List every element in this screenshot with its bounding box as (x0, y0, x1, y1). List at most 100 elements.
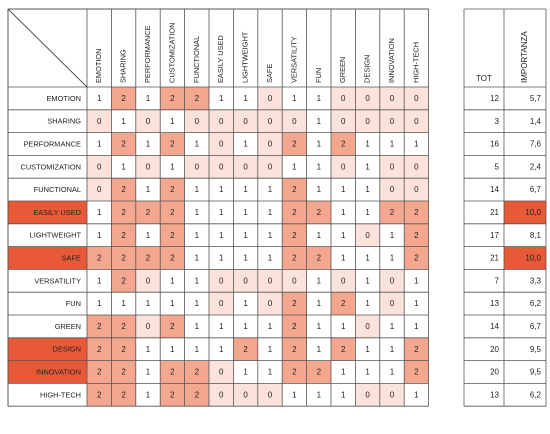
matrix-cell (404, 87, 429, 110)
matrix-value: 1 (390, 322, 395, 331)
matrix-cell (209, 383, 234, 407)
matrix-cell (209, 337, 234, 361)
matrix-value: 0 (292, 117, 297, 126)
matrix-value: 2 (97, 368, 102, 377)
matrix-cell (257, 201, 283, 224)
matrix-cell (160, 109, 185, 133)
matrix-cell (233, 246, 258, 270)
matrix-cell (87, 269, 112, 293)
matrix-cell (282, 223, 307, 247)
column-header-label: FUN (314, 68, 323, 83)
matrix-value: 1 (195, 322, 200, 331)
tot-value: 12 (490, 94, 499, 103)
matrix-value: 1 (219, 231, 224, 240)
matrix-value: 0 (219, 162, 224, 171)
matrix-value: 0 (365, 322, 370, 331)
matrix-cell (111, 178, 136, 201)
matrix-cell (111, 246, 136, 270)
matrix-cell (160, 269, 185, 293)
matrix-cell (184, 269, 209, 293)
matrix-cell (209, 132, 234, 156)
corner-diagonal (7, 8, 88, 88)
matrix-value: 1 (365, 208, 370, 217)
matrix-cell (404, 223, 429, 247)
matrix-cell (111, 132, 136, 156)
tot-value: 13 (490, 390, 499, 399)
matrix-value: 1 (195, 254, 200, 263)
column-header-label: CUSTOMIZATION (167, 23, 176, 84)
matrix-value: 0 (268, 94, 273, 103)
matrix-value: 1 (219, 254, 224, 263)
matrix-value: 0 (243, 276, 248, 285)
matrix-cell (209, 269, 234, 293)
matrix-cell (111, 201, 136, 224)
matrix-value: 0 (414, 162, 419, 171)
matrix-value: 0 (292, 276, 297, 285)
matrix-value: 2 (121, 208, 126, 217)
matrix-cell (379, 337, 405, 361)
row-label-highlight (8, 360, 87, 384)
matrix-value: 1 (341, 390, 346, 399)
matrix-value: 2 (292, 368, 297, 377)
matrix-value: 1 (195, 140, 200, 149)
matrix-cell (233, 383, 258, 407)
matrix-cell (355, 109, 380, 133)
matrix-cell (233, 201, 258, 224)
matrix-cell (355, 337, 380, 361)
matrix-cell (184, 246, 209, 270)
matrix-value: 1 (195, 208, 200, 217)
matrix-cell (331, 269, 356, 293)
matrix-value: 2 (121, 140, 126, 149)
matrix-value: 2 (170, 185, 175, 194)
matrix-value: 1 (170, 345, 175, 354)
matrix-cell (209, 360, 234, 384)
matrix-value: 2 (292, 185, 297, 194)
matrix-cell (184, 383, 209, 407)
matrix-value: 2 (170, 322, 175, 331)
matrix-cell (306, 223, 331, 247)
matrix-cell (209, 178, 234, 201)
matrix-cell (233, 178, 258, 201)
matrix-cell (184, 155, 209, 179)
matrix-cell (87, 337, 112, 361)
matrix-value: 1 (268, 368, 273, 377)
matrix-cell (404, 292, 429, 315)
matrix-value: 0 (365, 390, 370, 399)
matrix-cell (404, 360, 429, 384)
matrix-value: 0 (268, 299, 273, 308)
matrix-cell (355, 201, 380, 224)
matrix-cell (257, 292, 283, 315)
tot-value: 13 (490, 299, 499, 308)
matrix-value: 1 (146, 140, 151, 149)
matrix-value: 0 (365, 231, 370, 240)
matrix-cell (282, 201, 307, 224)
matrix-cell (87, 87, 112, 110)
matrix-value: 1 (292, 390, 297, 399)
matrix-cell (160, 246, 185, 270)
matrix-value: 0 (390, 162, 395, 171)
column-header-label: FUNCTIONAL (192, 36, 201, 83)
matrix-value: 2 (121, 322, 126, 331)
tot-value: 16 (490, 140, 499, 149)
matrix-cell (111, 223, 136, 247)
matrix-cell (184, 201, 209, 224)
matrix-cell (404, 383, 429, 407)
matrix-value: 1 (341, 231, 346, 240)
matrix-value: 1 (268, 208, 273, 217)
matrix-value: 0 (97, 117, 102, 126)
matrix-cell (331, 383, 356, 407)
matrix-value: 2 (121, 390, 126, 399)
matrix-value: 2 (146, 208, 151, 217)
matrix-cell (306, 360, 331, 384)
matrix-value: 1 (317, 299, 322, 308)
matrix-value: 1 (219, 94, 224, 103)
matrix-cell (331, 87, 356, 110)
matrix-cell (257, 315, 283, 338)
matrix-value: 0 (195, 117, 200, 126)
matrix-cell (111, 155, 136, 179)
matrix-value: 1 (390, 345, 395, 354)
matrix-value: 1 (146, 368, 151, 377)
matrix-value: 0 (219, 299, 224, 308)
matrix-value: 1 (97, 231, 102, 240)
matrix-value: 1 (317, 322, 322, 331)
